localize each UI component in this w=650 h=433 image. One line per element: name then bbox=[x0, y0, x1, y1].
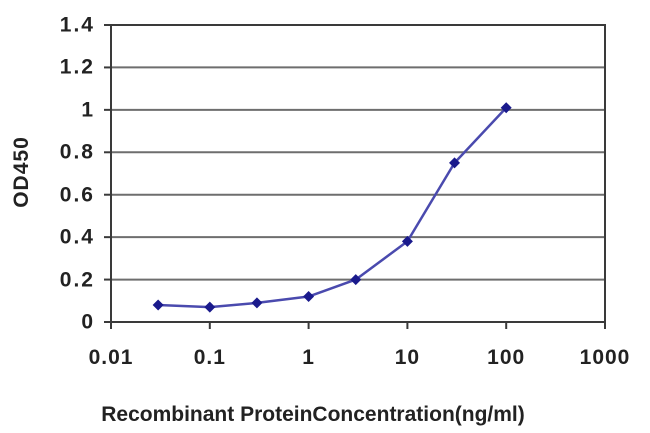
y-tick-label: 1.2 bbox=[59, 55, 95, 79]
data-point-marker bbox=[152, 299, 164, 311]
plot-frame bbox=[110, 24, 606, 323]
data-point-marker bbox=[449, 157, 461, 169]
x-tick-label: 0.1 bbox=[193, 346, 226, 369]
x-tick-label: 100 bbox=[487, 346, 526, 369]
y-tick-label: 1 bbox=[81, 98, 95, 122]
x-tick-label: 1 bbox=[302, 346, 315, 369]
data-point-marker bbox=[303, 291, 315, 303]
data-point-marker bbox=[401, 235, 413, 247]
y-tick-label: 1.4 bbox=[59, 13, 95, 37]
y-axis-tick-labels: 0 0.2 0.4 0.6 0.8 1 1.2 1.4 bbox=[0, 0, 95, 433]
data-point-marker bbox=[251, 297, 263, 309]
y-tick-label: 0 bbox=[81, 310, 95, 334]
x-tick-label: 10 bbox=[394, 346, 421, 369]
y-tick-label: 0.2 bbox=[59, 268, 95, 292]
data-point-marker bbox=[500, 102, 512, 114]
y-tick-label: 0.8 bbox=[59, 140, 95, 164]
y-tick-label: 0.6 bbox=[59, 183, 95, 207]
series-line bbox=[158, 106, 508, 309]
x-axis-tick-labels: 0.01 0.1 1 10 100 1000 bbox=[0, 347, 650, 373]
y-tick-label: 0.4 bbox=[59, 225, 95, 249]
x-tick-label: 1000 bbox=[579, 346, 631, 369]
x-tick-label: 0.01 bbox=[88, 346, 134, 369]
data-point-marker bbox=[350, 274, 362, 286]
x-axis-title: Recombinant ProteinConcentration(ng/ml) bbox=[101, 403, 525, 426]
data-point-marker bbox=[204, 301, 216, 313]
